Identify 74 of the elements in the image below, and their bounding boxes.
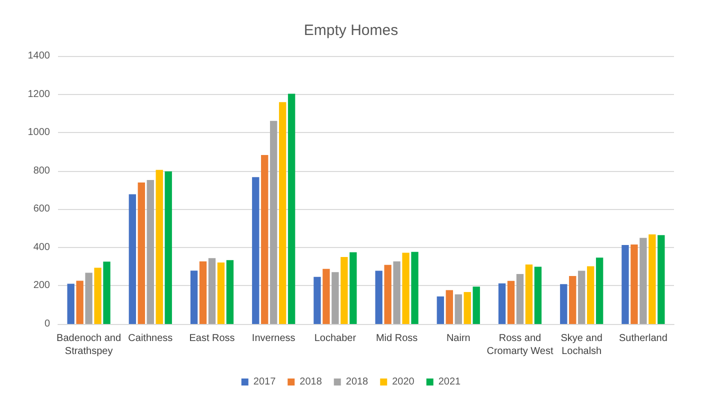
y-tick-label: 0: [44, 318, 50, 330]
x-tick-label: Mid Ross: [376, 333, 418, 344]
bar: [226, 260, 234, 324]
bar: [76, 280, 84, 324]
bar: [94, 268, 102, 324]
bar: [332, 272, 339, 324]
bar: [375, 270, 382, 324]
x-tick-label: Ross and Cromarty West: [486, 333, 554, 357]
x-tick-label: East Ross: [189, 333, 235, 344]
bar: [658, 235, 665, 324]
bar: [411, 252, 418, 324]
bar: [454, 294, 462, 324]
bar: [516, 274, 524, 324]
y-tick-label: 400: [33, 242, 50, 253]
bar: [586, 266, 594, 324]
bar: [217, 262, 225, 324]
bar: [534, 266, 542, 324]
x-tick-label: Nairn: [446, 333, 470, 344]
legend-label: 2020: [392, 376, 415, 388]
legend-label: 2018: [346, 376, 369, 388]
bar: [288, 94, 296, 324]
y-tick-label: 200: [33, 280, 50, 292]
legend-label: 2018: [300, 376, 322, 388]
y-tick-label: 1400: [28, 50, 50, 62]
bar: [138, 182, 146, 324]
bar: [261, 154, 268, 324]
bar: [402, 252, 410, 324]
legend-label: 2021: [438, 376, 462, 388]
bar: [630, 244, 638, 324]
x-tick-label: Inverness: [252, 333, 296, 344]
x-tick-label: Caithness: [128, 333, 173, 344]
x-tick-label: Badenoch and Strathspey: [56, 333, 122, 357]
bar: [384, 264, 392, 324]
legend-label: 2017: [253, 376, 276, 388]
bar: [314, 276, 321, 324]
bar: [507, 280, 515, 324]
bar: [67, 284, 74, 324]
bar: [322, 268, 330, 324]
bar: [569, 276, 576, 324]
bar: [164, 171, 172, 324]
bar: [464, 292, 471, 324]
x-tick-label: Sutherland: [619, 333, 668, 344]
x-tick-label: Lochaber: [314, 333, 357, 344]
bar: [498, 283, 506, 324]
bar: [146, 180, 154, 324]
bar: [190, 270, 198, 324]
bar: [596, 258, 604, 324]
bar: [252, 177, 260, 324]
y-tick-label: 800: [33, 165, 50, 176]
bar: [208, 258, 216, 324]
y-tick-label: 600: [33, 204, 50, 215]
bar: [622, 244, 629, 324]
y-tick-label: 1200: [28, 88, 50, 100]
bar: [578, 270, 586, 324]
bar: [525, 264, 533, 324]
bar: [393, 261, 400, 324]
bar: [350, 252, 357, 324]
bar: [340, 257, 348, 324]
bar: [446, 290, 454, 324]
bar: [278, 102, 286, 324]
bar: [640, 238, 647, 324]
chart-title: Empty Homes: [304, 22, 398, 39]
bar: [103, 262, 110, 324]
bar: [128, 194, 136, 324]
bar: [560, 284, 568, 324]
bar: [472, 286, 480, 324]
x-tick-label: Skye and Lochalsh: [560, 333, 602, 357]
bar: [648, 234, 656, 324]
bar: [156, 170, 163, 324]
bar: [85, 272, 92, 324]
bar: [199, 261, 207, 324]
y-tick-label: 1000: [28, 127, 50, 138]
bar: [270, 120, 278, 324]
bar: [436, 296, 444, 324]
